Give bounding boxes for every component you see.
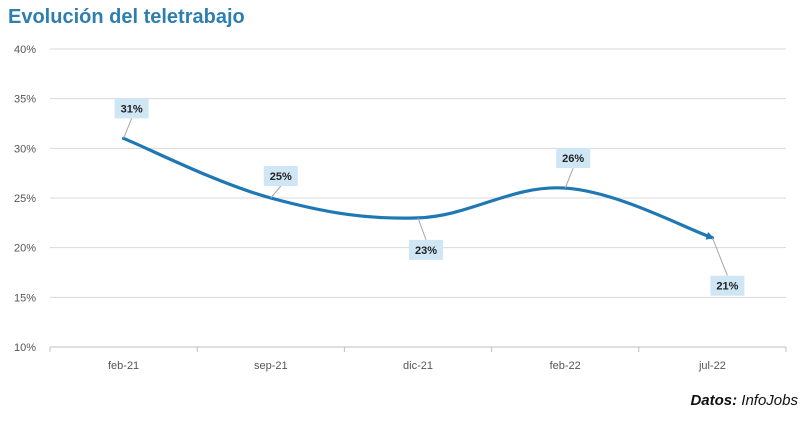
chart-title: Evolución del teletrabajo xyxy=(8,6,245,28)
y-tick-label: 35% xyxy=(14,94,36,106)
source-note: Datos: InfoJobs xyxy=(690,392,798,409)
data-label-box xyxy=(114,98,149,119)
data-label-box xyxy=(556,148,591,169)
gridlines xyxy=(50,48,786,348)
data-label: 31% xyxy=(121,103,143,115)
data-label: 25% xyxy=(270,171,292,183)
x-tick-label: jul-22 xyxy=(698,360,726,372)
data-label: 21% xyxy=(716,281,738,293)
data-label-box xyxy=(263,166,298,186)
y-tick-label: 15% xyxy=(14,292,36,304)
data-label-leader xyxy=(417,217,427,241)
data-label: 23% xyxy=(415,245,437,257)
y-tick-label: 10% xyxy=(14,342,36,354)
y-tick-label: 25% xyxy=(14,193,36,205)
data-label-leader xyxy=(564,167,574,189)
source-label: Datos: xyxy=(690,392,738,409)
data-label-leader xyxy=(711,237,728,276)
data-label-box xyxy=(409,239,443,260)
y-axis-ticks: 10% 15% 20% 25% 30% 35% 40% xyxy=(14,44,36,354)
series-line xyxy=(122,136,715,240)
y-tick-label: 40% xyxy=(14,44,36,56)
data-labels: 31% 25% 23% 26% 21% xyxy=(114,98,745,296)
x-axis-ticks: feb-21 sep-21 dic-21 feb-22 jul-22 xyxy=(49,347,787,372)
data-label: 26% xyxy=(562,153,584,165)
x-tick-label: feb-22 xyxy=(550,360,581,372)
x-tick-label: sep-21 xyxy=(254,360,288,372)
y-tick-label: 20% xyxy=(14,243,36,255)
x-tick-label: dic-21 xyxy=(403,360,433,372)
x-tick-label: feb-21 xyxy=(108,360,139,372)
series-group xyxy=(122,136,715,240)
data-label-leader xyxy=(123,118,133,139)
data-label-leader xyxy=(270,185,282,199)
y-tick-label: 30% xyxy=(14,143,36,155)
data-label-box xyxy=(710,275,745,296)
source-value: InfoJobs xyxy=(741,392,798,409)
